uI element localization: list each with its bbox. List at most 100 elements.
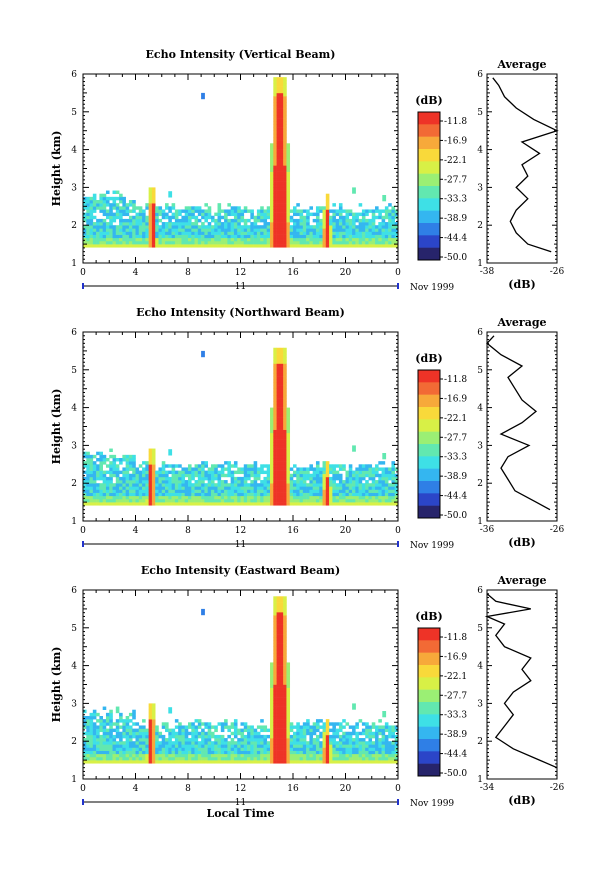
- heatmap-cell: [332, 473, 336, 478]
- heatmap-cell: [115, 728, 120, 733]
- heatmap-cell: [325, 495, 330, 500]
- heatmap-cell: [365, 234, 369, 239]
- heatmap-cell: [214, 244, 218, 248]
- heatmap-cell: [96, 464, 100, 468]
- heatmap-cell: [273, 756, 277, 761]
- heatmap-cell: [207, 212, 212, 217]
- heatmap-cell: [151, 467, 156, 471]
- heatmap-cell: [348, 234, 353, 239]
- heatmap-cell: [109, 760, 113, 764]
- x-tick-label: 20: [340, 784, 352, 794]
- heatmap-cell: [89, 741, 94, 745]
- heatmap-cell: [168, 244, 172, 248]
- heatmap-cell: [361, 750, 366, 755]
- heatmap-cell: [270, 423, 274, 427]
- heatmap-cell: [270, 215, 274, 220]
- heatmap-cell: [230, 218, 235, 223]
- heatmap-cell: [119, 734, 123, 739]
- heatmap-cell: [168, 228, 172, 232]
- heatmap-cell: [348, 476, 353, 481]
- heatmap-cell: [329, 244, 333, 248]
- heatmap-cell: [276, 127, 281, 131]
- heatmap-cell: [112, 190, 117, 194]
- heatmap-cell: [158, 212, 163, 217]
- heatmap-cell: [322, 470, 327, 475]
- heatmap-cell: [197, 212, 202, 217]
- heatmap-cell: [306, 489, 310, 493]
- heatmap-cell: [286, 196, 291, 201]
- heatmap-cell: [273, 445, 277, 449]
- heatmap-cell: [105, 234, 110, 239]
- heatmap-cell: [181, 228, 186, 232]
- heatmap-cell: [365, 728, 369, 733]
- heatmap-cell: [286, 417, 291, 421]
- heatmap-cell: [135, 222, 140, 226]
- heatmap-cell: [378, 738, 382, 742]
- heatmap-cell: [115, 234, 120, 239]
- heatmap-cell: [365, 464, 369, 468]
- heatmap-cell: [240, 722, 245, 726]
- heatmap-cell: [253, 461, 258, 465]
- heatmap-cell: [302, 725, 307, 729]
- heatmap-cell: [283, 413, 287, 418]
- heatmap-cell: [315, 744, 320, 748]
- heatmap-cell: [188, 498, 192, 503]
- heatmap-cell: [145, 728, 149, 733]
- heatmap-cell: [270, 700, 274, 704]
- heatmap-cell: [184, 225, 189, 229]
- y-tick-label: 5: [71, 366, 77, 376]
- heatmap-cell: [240, 750, 245, 755]
- heatmap-cell: [286, 423, 291, 427]
- heatmap-cell: [165, 483, 169, 487]
- heatmap-cell: [286, 716, 291, 720]
- heatmap-cell: [161, 473, 166, 478]
- heatmap-cell: [191, 473, 195, 478]
- heatmap-cell: [296, 240, 300, 245]
- profile-title: Average: [496, 316, 546, 329]
- heatmap-cell: [394, 734, 399, 739]
- heatmap-cell: [138, 244, 143, 248]
- heatmap-cell: [286, 678, 291, 682]
- heatmap-cell: [214, 212, 218, 217]
- heatmap-cell: [227, 231, 231, 235]
- heatmap-cell: [283, 599, 287, 603]
- heatmap-cell: [286, 181, 291, 185]
- heatmap-cell: [319, 719, 323, 723]
- heatmap-cell: [279, 756, 284, 761]
- heatmap-cell: [355, 467, 359, 471]
- heatmap-cell: [270, 225, 274, 229]
- heatmap-cell: [279, 407, 284, 412]
- heatmap-cell: [99, 467, 103, 471]
- heatmap-cell: [279, 467, 284, 471]
- heatmap-cell: [89, 228, 94, 232]
- heatmap-cell: [207, 228, 212, 232]
- heatmap-cell: [233, 231, 238, 235]
- heatmap-cell: [174, 731, 179, 736]
- heatmap-cell: [266, 489, 271, 493]
- heatmap-cell: [276, 432, 281, 437]
- heatmap-cell: [279, 350, 284, 355]
- heatmap-cell: [119, 461, 123, 465]
- x-tick-label: 0: [395, 784, 401, 794]
- profile-y-tick-label: 5: [477, 108, 483, 118]
- heatmap-cell: [99, 206, 103, 210]
- heatmap-cell: [270, 495, 274, 500]
- heatmap-cell: [145, 498, 149, 503]
- heatmap-cell: [279, 703, 284, 707]
- heatmap-cell: [217, 480, 222, 484]
- heatmap-cell: [335, 492, 340, 497]
- heatmap-cell: [289, 473, 294, 478]
- heatmap-cell: [391, 480, 396, 484]
- heatmap-cell: [109, 738, 113, 742]
- heatmap-cell: [158, 470, 163, 475]
- heatmap-cell: [352, 234, 356, 239]
- heatmap-cell: [276, 602, 281, 607]
- heatmap-cell: [338, 228, 343, 232]
- heatmap-cell: [384, 498, 389, 503]
- heatmap-cell: [89, 476, 94, 481]
- heatmap-cell: [375, 240, 379, 245]
- heatmap-cell: [191, 722, 195, 726]
- heatmap-cell: [86, 451, 90, 456]
- heatmap-cell: [165, 244, 169, 248]
